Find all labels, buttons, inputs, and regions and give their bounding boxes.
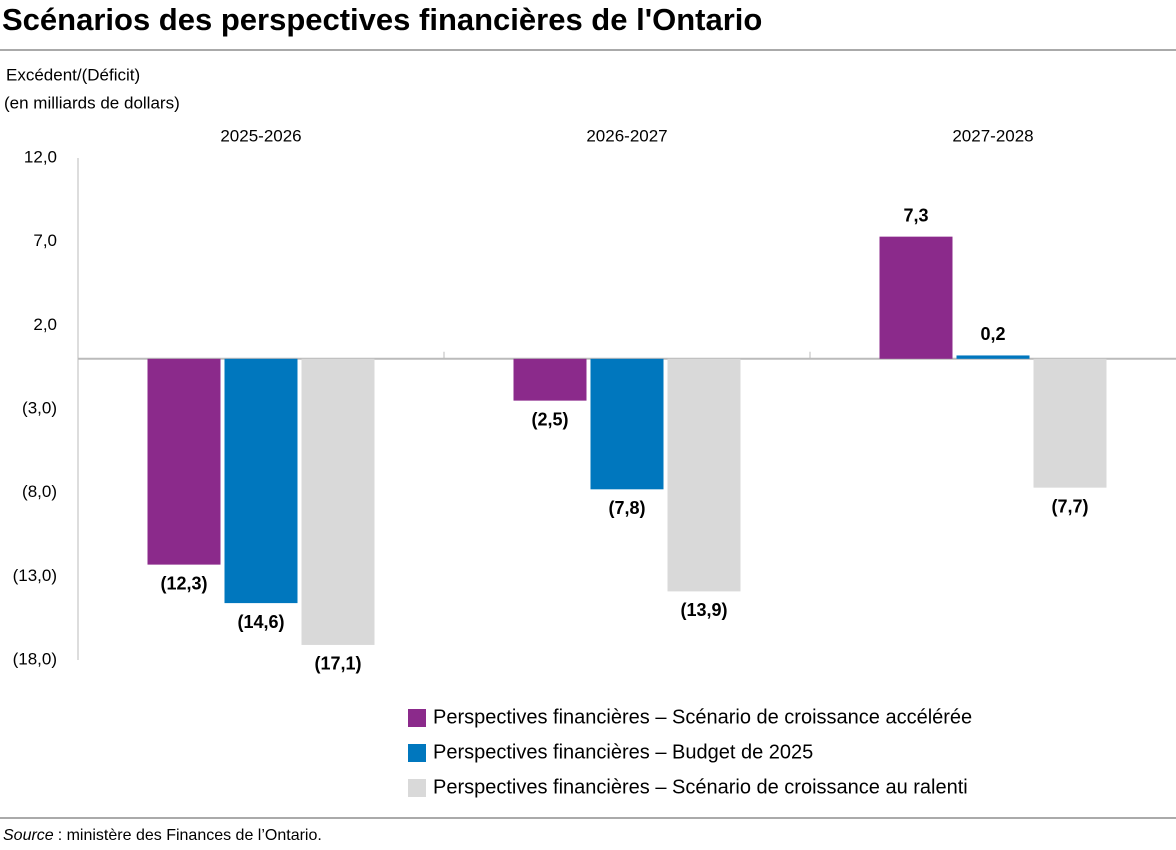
y-tick-label: (13,0) — [13, 566, 57, 585]
x-tick-label: 2026-2027 — [586, 126, 667, 145]
bar — [513, 358, 587, 401]
chart-title: Scénarios des perspectives financières d… — [2, 2, 762, 37]
bar — [956, 355, 1030, 359]
bar — [590, 358, 664, 490]
value-label: (2,5) — [531, 409, 568, 429]
source-text: : ministère des Finances de l’Ontario. — [58, 827, 322, 844]
value-label: (14,6) — [237, 612, 284, 632]
value-label: 0,2 — [980, 324, 1005, 344]
value-label: 7,3 — [903, 205, 928, 225]
legend-swatch — [408, 709, 426, 727]
value-label: (7,7) — [1051, 496, 1088, 516]
y-tick-label: (8,0) — [22, 482, 57, 501]
y-axis-label: Excédent/(Déficit) — [6, 65, 140, 84]
bar — [667, 358, 741, 592]
value-label: (13,9) — [680, 600, 727, 620]
bar — [1033, 358, 1107, 488]
legend-swatch — [408, 779, 426, 797]
bar — [879, 236, 953, 359]
bar — [224, 358, 298, 604]
bar — [301, 358, 375, 645]
y-tick-label: (3,0) — [22, 398, 57, 417]
x-tick-label: 2027-2028 — [952, 126, 1033, 145]
legend-swatch — [408, 744, 426, 762]
y-axis-label: (en milliards de dollars) — [4, 93, 180, 112]
y-tick-label: 7,0 — [33, 231, 57, 250]
source: Source: ministère des Finances de l’Onta… — [3, 827, 322, 844]
legend-label: Perspectives financières – Scénario de c… — [433, 706, 972, 728]
value-label: (7,8) — [608, 498, 645, 518]
value-label: (17,1) — [314, 654, 361, 674]
bar — [147, 358, 221, 565]
y-tick-label: (18,0) — [13, 649, 57, 668]
y-tick-label: 12,0 — [24, 147, 57, 166]
y-tick-label: 2,0 — [33, 315, 57, 334]
legend-label: Perspectives financières – Budget de 202… — [433, 741, 813, 763]
source-label: Source — [3, 827, 54, 844]
x-tick-label: 2025-2026 — [220, 126, 301, 145]
legend-label: Perspectives financières – Scénario de c… — [433, 776, 968, 798]
value-label: (12,3) — [160, 573, 207, 593]
